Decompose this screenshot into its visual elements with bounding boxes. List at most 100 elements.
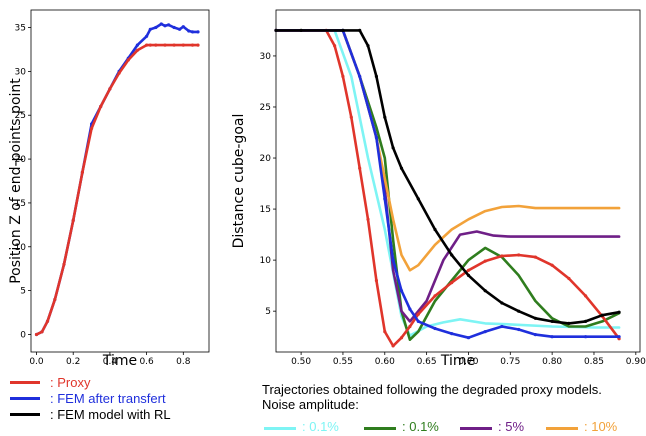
right-data-point-fem-after-transfert bbox=[584, 335, 588, 339]
left-data-point-proxy bbox=[108, 87, 112, 91]
legend-label-proxy: : Proxy bbox=[50, 375, 91, 390]
right-data-point-proxy bbox=[416, 312, 420, 316]
right-data-point-proxy bbox=[366, 217, 370, 221]
right-x-tick-label: 0.80 bbox=[542, 357, 562, 367]
legend-item-fem-after-transfert: : FEM after transfert bbox=[10, 390, 250, 406]
right-x-tick-label: 0.55 bbox=[333, 357, 353, 367]
left-data-point-proxy bbox=[126, 58, 130, 62]
left-x-tick-label: 0.2 bbox=[66, 357, 80, 367]
right-data-point-fem-after-transfert bbox=[500, 324, 504, 329]
left-data-point-fem-after-transfert bbox=[190, 30, 195, 34]
right-data-point-fem-after-transfert bbox=[550, 335, 554, 339]
right-data-point-fem-after-transfert bbox=[517, 327, 521, 332]
right-y-tick-label: 15 bbox=[260, 205, 271, 215]
right-data-point-fem-model-with-rl bbox=[416, 197, 420, 201]
right-data-point-fem-model-with-rl bbox=[391, 146, 395, 150]
left-y-tick-label: 15 bbox=[15, 199, 26, 209]
left-data-point-proxy bbox=[148, 43, 152, 47]
left-data-point-fem-after-transfert bbox=[167, 23, 171, 27]
right-data-point-fem-model-with-rl bbox=[341, 28, 345, 32]
left-plot-frame bbox=[30, 9, 210, 353]
left-y-tick-label: 35 bbox=[15, 24, 26, 34]
right-data-point-proxy bbox=[374, 278, 378, 283]
left-chart: 0.0 0.2 0.4 0.6 0.8 0 5 10 15 20 25 30 35 Time Posit… bbox=[8, 9, 210, 369]
right-data-point-fem-model-with-rl bbox=[600, 313, 604, 317]
right-data-point-fem-model-with-rl bbox=[483, 289, 487, 293]
left-data-point-proxy bbox=[117, 71, 121, 75]
noise-label-green: : 0.1% bbox=[402, 419, 439, 434]
right-data-point-proxy bbox=[450, 281, 454, 285]
right-data-point-fem-after-transfert bbox=[433, 326, 437, 331]
left-x-tick-label: 0.0 bbox=[29, 357, 44, 367]
right-data-point-fem-model-with-rl bbox=[450, 253, 454, 257]
noise-swatch-cyan bbox=[264, 427, 296, 430]
left-data-point-proxy bbox=[145, 43, 149, 47]
left-data-point-proxy bbox=[135, 48, 139, 52]
right-axis-ticks: 0.50 0.55 0.60 0.65 0.70 0.75 0.80 0.85 0.90 5 10 1… bbox=[260, 52, 646, 367]
right-data-point-proxy bbox=[567, 276, 571, 281]
legend-label-fem-model-with-rl: : FEM model with RL bbox=[50, 407, 171, 422]
left-data-point-fem-after-transfert bbox=[196, 30, 200, 34]
legend-swatch-fem-after-transfert bbox=[10, 397, 40, 400]
left-data-point-proxy bbox=[99, 104, 103, 109]
right-data-point-fem-model-with-rl bbox=[358, 28, 362, 32]
right-data-point-fem-model-with-rl bbox=[383, 115, 387, 119]
right-data-point-fem-model-with-rl bbox=[466, 273, 471, 277]
right-data-point-fem-model-with-rl bbox=[550, 319, 554, 323]
left-data-point-proxy bbox=[40, 330, 44, 334]
left-data-point-fem-after-transfert bbox=[135, 43, 139, 47]
right-data-point-proxy bbox=[341, 74, 345, 78]
caption-line-1: Trajectories obtained following the degr… bbox=[262, 382, 602, 397]
left-series-lines bbox=[34, 22, 200, 337]
right-series-lines bbox=[274, 28, 621, 348]
left-data-point-proxy bbox=[154, 43, 158, 47]
left-series-line-proxy-1 bbox=[35, 43, 200, 336]
right-x-axis-label: Time bbox=[440, 353, 475, 369]
left-data-point-proxy bbox=[62, 262, 66, 266]
right-series-line-fem-model-with-rl-6 bbox=[274, 29, 621, 325]
right-data-point-proxy bbox=[349, 115, 353, 119]
right-data-point-fem-after-transfert bbox=[374, 136, 378, 140]
right-x-tick-label: 0.60 bbox=[375, 357, 395, 367]
right-data-point-fem-model-with-rl bbox=[533, 316, 538, 320]
left-x-tick-label: 0.4 bbox=[103, 357, 118, 367]
right-series-line-10-3 bbox=[274, 29, 621, 272]
noise-caption: Trajectories obtained following the degr… bbox=[262, 382, 602, 412]
right-y-tick-label: 10 bbox=[260, 256, 272, 266]
right-data-point-proxy bbox=[383, 330, 387, 334]
left-data-point-proxy bbox=[163, 43, 167, 47]
right-data-point-proxy bbox=[584, 294, 588, 298]
right-data-point-fem-after-transfert bbox=[533, 333, 538, 337]
right-data-point-fem-model-with-rl bbox=[617, 310, 621, 314]
caption-line-2: Noise amplitude: bbox=[262, 397, 359, 412]
left-data-point-proxy bbox=[45, 319, 50, 323]
left-data-point-fem-after-transfert bbox=[163, 24, 167, 28]
right-data-point-proxy bbox=[399, 336, 404, 340]
noise-swatch-purple bbox=[460, 427, 492, 430]
right-data-point-fem-after-transfert bbox=[408, 307, 412, 311]
right-data-point-fem-after-transfert bbox=[617, 335, 621, 339]
left-data-point-fem-after-transfert bbox=[154, 25, 158, 30]
right-data-point-proxy bbox=[433, 294, 437, 298]
right-data-point-fem-model-with-rl bbox=[567, 321, 571, 325]
right-data-point-fem-model-with-rl bbox=[517, 309, 521, 313]
left-y-tick-label: 0 bbox=[20, 330, 26, 340]
left-y-tick-label: 25 bbox=[15, 111, 26, 121]
left-data-point-proxy bbox=[80, 170, 84, 174]
left-data-point-proxy bbox=[181, 43, 185, 47]
left-axis-ticks: 0.0 0.2 0.4 0.6 0.8 0 5 10 15 20 25 30 35 bbox=[15, 24, 191, 367]
left-y-tick-label: 5 bbox=[20, 287, 26, 297]
right-data-point-fem-model-with-rl bbox=[584, 319, 588, 323]
left-data-point-fem-after-transfert bbox=[159, 22, 163, 26]
left-data-point-proxy bbox=[196, 43, 200, 47]
right-y-tick-label: 20 bbox=[260, 154, 272, 164]
right-data-point-proxy bbox=[358, 166, 362, 170]
legend-swatch-fem-model-with-rl bbox=[10, 413, 40, 416]
legend-swatch-proxy bbox=[10, 381, 40, 384]
right-series-line-proxy-4 bbox=[274, 29, 621, 348]
right-data-point-proxy bbox=[408, 324, 412, 329]
noise-swatch-orange bbox=[546, 427, 578, 430]
left-data-point-fem-after-transfert bbox=[187, 29, 191, 33]
left-data-point-fem-after-transfert bbox=[181, 25, 185, 29]
noise-label-purple: : 5% bbox=[498, 419, 525, 434]
